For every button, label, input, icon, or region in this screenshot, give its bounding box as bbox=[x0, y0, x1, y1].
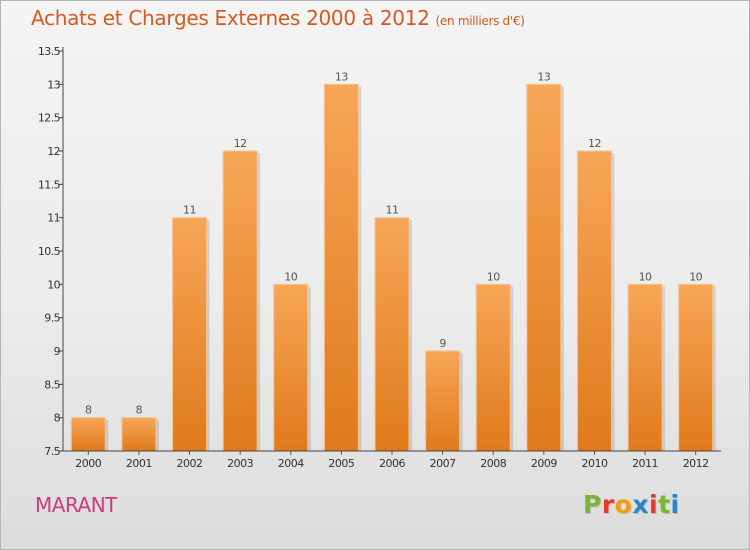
x-tick-label: 2001 bbox=[126, 457, 152, 470]
x-tick-label: 2002 bbox=[177, 457, 203, 470]
logo-letter: t bbox=[658, 490, 671, 519]
y-tick-label: 13.5 bbox=[38, 45, 61, 58]
data-label: 13 bbox=[537, 70, 550, 83]
x-tick-label: 2008 bbox=[480, 457, 506, 470]
data-label: 10 bbox=[284, 270, 297, 283]
bar-2000 bbox=[70, 417, 106, 452]
commune-name: MARANT bbox=[35, 493, 117, 517]
x-tick-label: 2009 bbox=[531, 457, 557, 470]
x-tick-label: 2012 bbox=[683, 457, 709, 470]
bar-2007 bbox=[425, 350, 461, 452]
bar-2009 bbox=[526, 83, 562, 452]
bar-2001 bbox=[121, 417, 157, 452]
x-tick-label: 2006 bbox=[379, 457, 405, 470]
logo-letter: i bbox=[670, 490, 680, 519]
bar-2008 bbox=[475, 283, 511, 452]
data-label: 10 bbox=[487, 270, 500, 283]
y-tick-label: 10.5 bbox=[38, 245, 61, 258]
data-label: 13 bbox=[335, 70, 348, 83]
bars-group: 8 8 11 12 10 13 11 9 10 13 12 10 10 bbox=[70, 70, 716, 452]
bar-2003 bbox=[222, 150, 258, 452]
data-label: 12 bbox=[588, 137, 601, 150]
data-label: 10 bbox=[689, 270, 702, 283]
logo-letter: i bbox=[649, 490, 659, 519]
y-tick-label: 8.5 bbox=[44, 378, 60, 391]
logo-letter: P bbox=[583, 490, 602, 519]
x-tick-label: 2005 bbox=[328, 457, 354, 470]
x-tick-label: 2007 bbox=[430, 457, 456, 470]
bar-2006 bbox=[374, 217, 410, 452]
bar-2005 bbox=[323, 83, 359, 452]
data-label: 8 bbox=[85, 404, 92, 417]
x-tick-label: 2000 bbox=[75, 457, 101, 470]
data-label: 9 bbox=[439, 337, 446, 350]
data-label: 8 bbox=[136, 404, 143, 417]
y-tick-label: 8 bbox=[54, 412, 61, 425]
data-label: 11 bbox=[386, 204, 399, 217]
bar-2004 bbox=[273, 283, 309, 452]
x-tick-label: 2010 bbox=[581, 457, 607, 470]
x-tick-label: 2004 bbox=[278, 457, 304, 470]
logo-letter: r bbox=[601, 490, 615, 519]
logo-letter: o bbox=[614, 490, 633, 519]
y-tick-label: 12.5 bbox=[38, 112, 61, 125]
y-tick-label: 9 bbox=[54, 345, 61, 358]
proxiti-logo: Proxiti bbox=[583, 490, 680, 519]
y-tick-label: 12 bbox=[47, 145, 60, 158]
y-tick-label: 11.5 bbox=[38, 178, 61, 191]
data-label: 10 bbox=[639, 270, 652, 283]
y-tick-label: 13 bbox=[47, 78, 60, 91]
chart-subtitle: (en milliers d'€) bbox=[435, 14, 525, 28]
y-tick-label: 10 bbox=[47, 278, 60, 291]
chart-title-text: Achats et Charges Externes 2000 à 2012 bbox=[31, 6, 430, 30]
chart-title: Achats et Charges Externes 2000 à 2012 (e… bbox=[31, 6, 525, 30]
logo-letter: x bbox=[632, 490, 649, 519]
y-tick-label: 7.5 bbox=[44, 445, 60, 458]
bar-2010 bbox=[576, 150, 612, 452]
data-label: 12 bbox=[234, 137, 247, 150]
y-tick-label: 11 bbox=[47, 212, 60, 225]
bar-2002 bbox=[172, 217, 208, 452]
bar-2011 bbox=[627, 283, 663, 452]
data-label: 11 bbox=[183, 204, 196, 217]
x-tick-label: 2011 bbox=[632, 457, 658, 470]
axes-group: 2000 2001 2002 2003 2004 2005 2006 2007 2008 2009… bbox=[38, 45, 721, 470]
bar-2012 bbox=[678, 283, 714, 452]
y-tick-label: 9.5 bbox=[44, 312, 60, 325]
x-tick-label: 2003 bbox=[227, 457, 253, 470]
